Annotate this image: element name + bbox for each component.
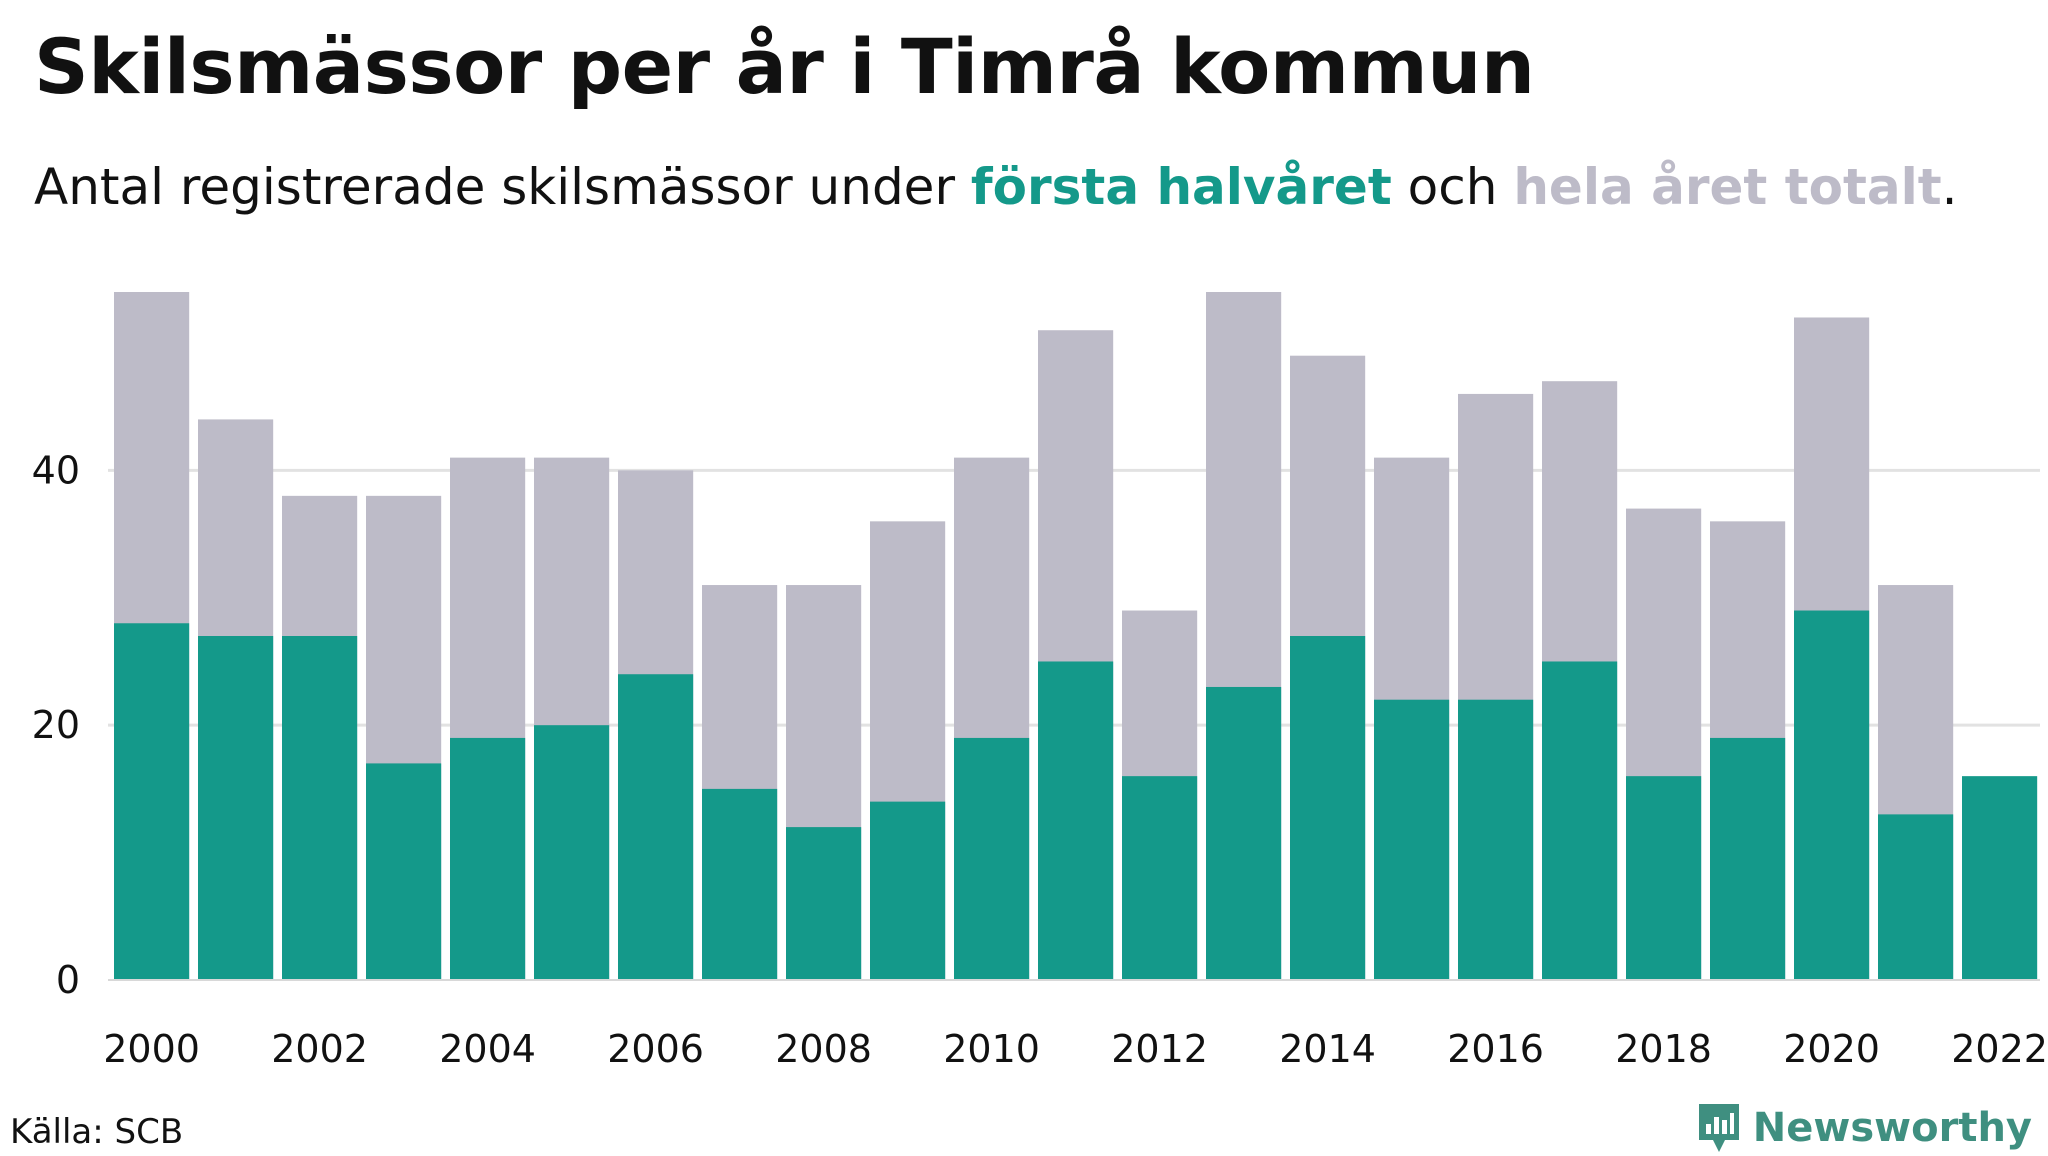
y-axis-labels: 0 20 40 [32, 448, 80, 1002]
bar-first-half-2004 [450, 737, 526, 980]
subtitle-full-year: hela året totalt [1513, 158, 1942, 216]
bar-first-half-2022 [1962, 776, 2038, 980]
subtitle-prefix: Antal registrerade skilsmässor under [34, 158, 971, 216]
x-tick-label: 2012 [1111, 1027, 1208, 1071]
bar-first-half-2021 [1878, 814, 1954, 980]
x-tick-label: 2014 [1279, 1027, 1376, 1071]
subtitle-mid: och [1391, 158, 1514, 216]
bar-first-half-2008 [786, 827, 862, 980]
brand-name: Newsworthy [1752, 1105, 2032, 1151]
bar-first-half-2014 [1290, 636, 1366, 980]
bar-first-half-2013 [1206, 686, 1282, 980]
bar-first-half-2010 [954, 737, 1030, 980]
chart-subtitle: Antal registrerade skilsmässor under för… [34, 158, 1958, 216]
y-tick-label: 20 [32, 703, 80, 747]
x-axis-labels: 2000 2002 2004 2006 2008 2010 2012 2014 2016 2018… [103, 1027, 2048, 1071]
bar-first-half-2012 [1122, 776, 1198, 980]
bar-first-half-2018 [1626, 776, 1702, 980]
x-tick-label: 2000 [103, 1027, 200, 1071]
first-half-series [114, 610, 2038, 980]
x-tick-label: 2006 [607, 1027, 704, 1071]
x-tick-label: 2010 [943, 1027, 1040, 1071]
y-tick-label: 0 [56, 958, 80, 1002]
bar-first-half-2001 [198, 636, 274, 980]
x-tick-label: 2018 [1615, 1027, 1712, 1071]
chart-title: Skilsmässor per år i Timrå kommun [34, 22, 1535, 111]
source-note: Källa: SCB [10, 1112, 184, 1152]
bar-first-half-2017 [1542, 661, 1618, 980]
x-tick-label: 2004 [439, 1027, 536, 1071]
subtitle-first-half: första halvåret [970, 158, 1392, 216]
bar-first-half-2019 [1710, 737, 1786, 980]
bar-first-half-2015 [1374, 699, 1450, 980]
bar-first-half-2006 [618, 674, 694, 980]
bar-first-half-2011 [1038, 661, 1114, 980]
brand-logo[interactable]: Newsworthy [1695, 1100, 2032, 1156]
x-tick-label: 2002 [271, 1027, 368, 1071]
bar-first-half-2009 [870, 801, 946, 980]
bar-first-half-2016 [1458, 699, 1534, 980]
x-tick-label: 2022 [1951, 1027, 2048, 1071]
bar-first-half-2005 [534, 725, 610, 980]
newsworthy-logo-icon [1698, 1104, 1739, 1152]
y-tick-label: 40 [32, 448, 80, 492]
x-tick-label: 2016 [1447, 1027, 1544, 1071]
bar-first-half-2007 [702, 788, 778, 980]
bar-first-half-2002 [282, 636, 358, 980]
bar-first-half-2000 [114, 623, 190, 980]
x-tick-label: 2020 [1783, 1027, 1880, 1071]
bar-first-half-2003 [366, 763, 442, 980]
x-tick-label: 2008 [775, 1027, 872, 1071]
bar-first-half-2020 [1794, 610, 1870, 980]
subtitle-suffix: . [1941, 158, 1958, 216]
